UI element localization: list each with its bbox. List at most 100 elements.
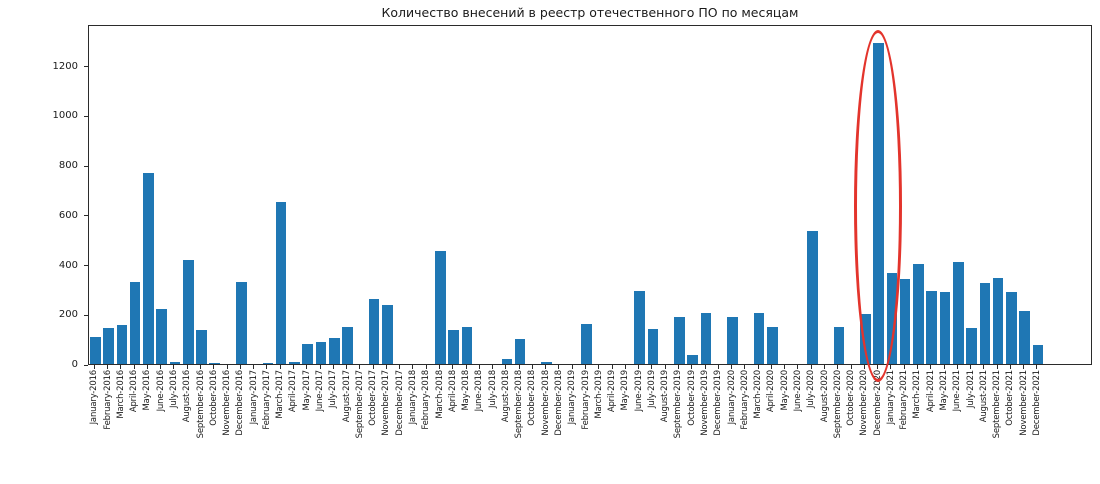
- x-tick-mark: [956, 365, 958, 369]
- x-tick-mark: [385, 365, 387, 369]
- x-tick-mark: [598, 365, 600, 369]
- x-tick-label: December-2018: [553, 370, 564, 436]
- y-tick-mark: [84, 314, 88, 316]
- bar-December-2016: [236, 281, 247, 364]
- x-tick-label: February-2020: [739, 370, 750, 430]
- x-tick-label: June-2020: [792, 370, 803, 412]
- x-tick-mark: [1009, 365, 1011, 369]
- bar-June-2016: [156, 308, 167, 364]
- plot-area: [88, 25, 1092, 365]
- x-tick-mark: [677, 365, 679, 369]
- y-tick-label: 0: [71, 359, 78, 370]
- bar-April-2020: [767, 327, 778, 364]
- bar-June-2017: [315, 342, 327, 364]
- bar-October-2016: [209, 362, 221, 364]
- bar-October-2019: [687, 355, 699, 364]
- bar-November-2017: [382, 305, 393, 364]
- x-tick-mark: [744, 365, 746, 369]
- bar-June-2019: [634, 291, 645, 364]
- x-tick-mark: [930, 365, 932, 369]
- x-tick-label: October-2017: [368, 370, 379, 426]
- x-tick-mark: [452, 365, 454, 369]
- x-tick-label: September-2019: [673, 370, 684, 439]
- x-tick-mark: [226, 365, 228, 369]
- x-tick-mark: [160, 365, 162, 369]
- x-tick-label: January-2017: [248, 370, 259, 425]
- x-tick-mark: [810, 365, 812, 369]
- bar-March-2020: [753, 313, 765, 364]
- x-tick-mark: [399, 365, 401, 369]
- bar-September-2020: [833, 326, 845, 364]
- x-tick-mark: [571, 365, 573, 369]
- x-tick-mark: [173, 365, 175, 369]
- x-tick-mark: [146, 365, 148, 369]
- bar-May-2021: [939, 292, 951, 364]
- bar-August-2018: [501, 359, 513, 364]
- x-tick-mark: [213, 365, 215, 369]
- bar-September-2019: [674, 317, 685, 364]
- x-tick-label: May-2018: [461, 370, 472, 411]
- x-tick-label: November-2020: [859, 370, 870, 436]
- x-tick-label: May-2019: [620, 370, 631, 411]
- x-tick-mark: [558, 365, 560, 369]
- x-tick-mark: [903, 365, 905, 369]
- x-tick-mark: [996, 365, 998, 369]
- bar-February-2016: [103, 327, 114, 364]
- x-tick-mark: [664, 365, 666, 369]
- x-tick-label: January-2016: [89, 370, 100, 425]
- x-tick-label: June-2016: [155, 370, 166, 412]
- x-tick-label: June-2019: [633, 370, 644, 412]
- x-tick-mark: [266, 365, 268, 369]
- bar-January-2016: [90, 336, 101, 364]
- x-tick-mark: [797, 365, 799, 369]
- x-tick-label: August-2020: [819, 370, 830, 423]
- x-tick-mark: [757, 365, 759, 369]
- x-tick-mark: [465, 365, 467, 369]
- x-tick-label: November-2021: [1018, 370, 1029, 436]
- x-tick-mark: [200, 365, 202, 369]
- x-tick-mark: [877, 365, 879, 369]
- x-tick-mark: [412, 365, 414, 369]
- x-tick-mark: [425, 365, 427, 369]
- y-tick-label: 1200: [52, 60, 78, 72]
- x-tick-mark: [691, 365, 693, 369]
- x-tick-label: September-2016: [195, 370, 206, 439]
- bar-March-2021: [913, 264, 924, 364]
- x-tick-mark: [478, 365, 480, 369]
- x-tick-label: August-2019: [660, 370, 671, 423]
- x-tick-label: April-2016: [129, 370, 140, 413]
- bar-May-2017: [302, 343, 314, 364]
- bar-November-2021: [1019, 311, 1030, 364]
- x-tick-label: July-2020: [806, 370, 817, 409]
- x-tick-mark: [585, 365, 587, 369]
- y-tick-label: 200: [58, 309, 78, 321]
- bar-September-2021: [992, 277, 1004, 364]
- y-tick-mark: [84, 115, 88, 117]
- x-tick-label: February-2016: [102, 370, 113, 430]
- x-tick-mark: [651, 365, 653, 369]
- x-tick-mark: [279, 365, 281, 369]
- x-tick-label: April-2021: [925, 370, 936, 413]
- x-tick-label: February-2018: [421, 370, 432, 430]
- x-tick-mark: [890, 365, 892, 369]
- x-tick-label: June-2021: [952, 370, 963, 412]
- x-tick-label: April-2018: [447, 370, 458, 413]
- x-tick-label: November-2019: [700, 370, 711, 436]
- bar-July-2020: [806, 231, 818, 364]
- x-tick-label: October-2016: [208, 370, 219, 426]
- x-tick-label: May-2016: [142, 370, 153, 411]
- x-tick-label: December-2019: [713, 370, 724, 436]
- x-tick-mark: [611, 365, 613, 369]
- x-tick-label: May-2021: [939, 370, 950, 411]
- y-tick-mark: [84, 66, 88, 68]
- x-tick-label: March-2019: [593, 370, 604, 419]
- x-tick-mark: [492, 365, 494, 369]
- x-tick-label: September-2017: [354, 370, 365, 439]
- y-tick-label: 800: [58, 160, 78, 172]
- x-tick-label: July-2017: [328, 370, 339, 409]
- x-tick-label: March-2020: [753, 370, 764, 419]
- y-tick-mark: [84, 364, 88, 366]
- x-tick-label: July-2016: [168, 370, 179, 409]
- x-tick-label: July-2018: [487, 370, 498, 409]
- y-tick-mark: [84, 215, 88, 217]
